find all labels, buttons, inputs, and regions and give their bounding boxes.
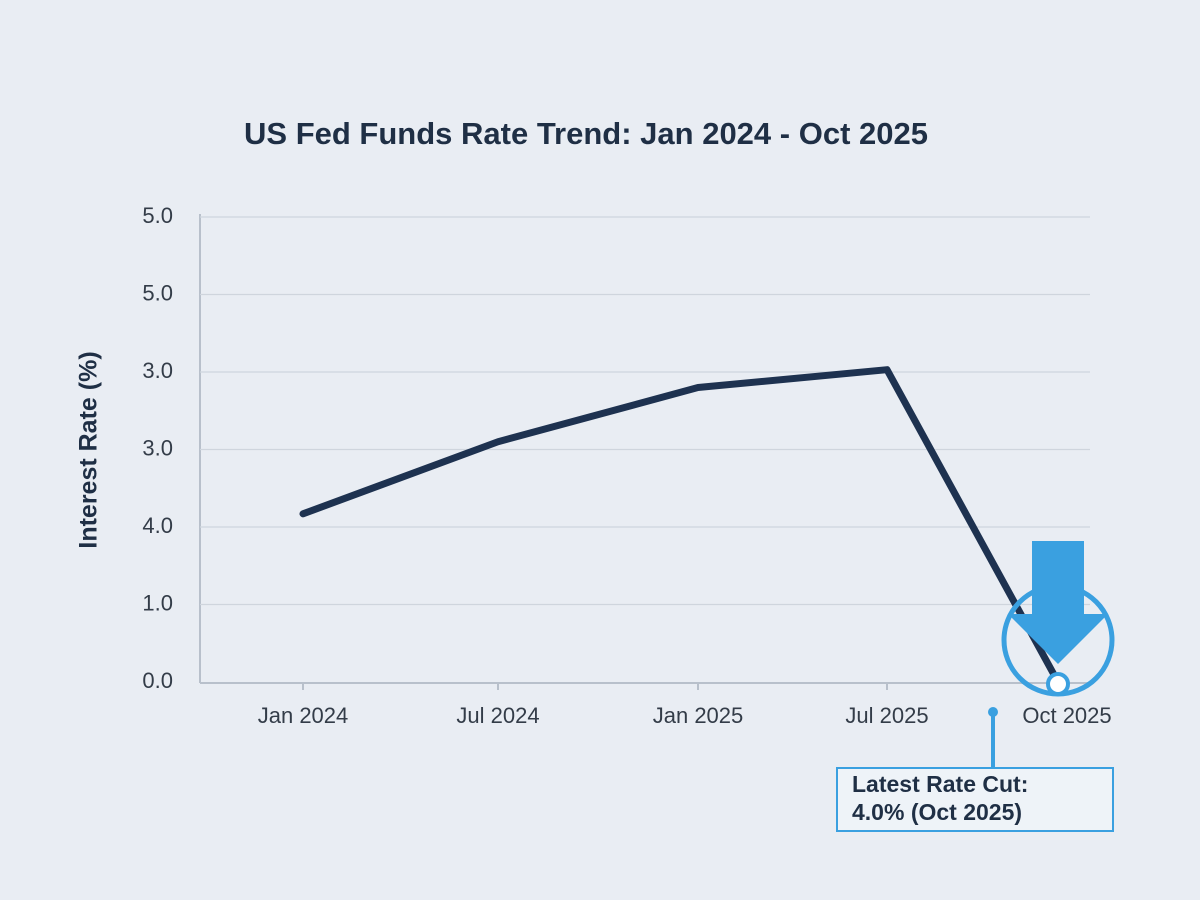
x-tick-label: Jul 2025 xyxy=(845,703,928,728)
callout-box xyxy=(836,767,1114,832)
y-tick-label: 1.0 xyxy=(142,590,173,615)
x-tick-label: Jul 2024 xyxy=(456,703,539,728)
callout-text: Latest Rate Cut: xyxy=(852,771,1028,797)
chart-title: US Fed Funds Rate Trend: Jan 2024 - Oct … xyxy=(244,116,928,151)
y-tick-label: 5.0 xyxy=(142,203,173,228)
y-tick-label: 4.0 xyxy=(142,513,173,538)
callout-text: 4.0% (Oct 2025) xyxy=(852,799,1022,825)
highlight-dot xyxy=(1046,672,1070,696)
x-tick-label: Jan 2024 xyxy=(258,703,349,728)
y-tick-label: 3.0 xyxy=(142,435,173,460)
down-arrow xyxy=(1008,541,1108,664)
x-tick-label: Oct 2025 xyxy=(1022,703,1111,728)
y-tick-label: 3.0 xyxy=(142,358,173,383)
data-line xyxy=(299,366,1062,686)
y-axis-label: Interest Rate (%) xyxy=(75,351,103,548)
y-tick-label: 5.0 xyxy=(142,280,173,305)
y-tick-label: 0.0 xyxy=(142,668,173,693)
x-tick-label: Jan 2025 xyxy=(653,703,744,728)
